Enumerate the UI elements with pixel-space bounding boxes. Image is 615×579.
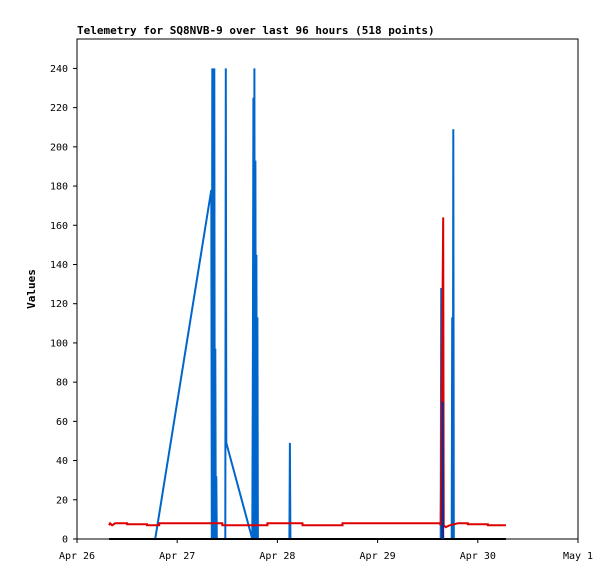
y-tick-label: 60: [56, 417, 68, 428]
x-tick-label: Apr 27: [159, 551, 195, 562]
y-axis: 0 20 40 60 80 100 120 140 160 180 200 220 240: [50, 64, 77, 546]
x-tick-label: Apr 26: [59, 551, 95, 562]
y-tick-label: 180: [50, 182, 68, 193]
x-tick-label: May 1: [563, 551, 593, 562]
chart-title: Telemetry for SQ8NVB-9 over last 96 hour…: [77, 24, 435, 37]
y-tick-label: 240: [50, 64, 68, 75]
y-tick-label: 20: [56, 495, 68, 506]
y-tick-label: 140: [50, 260, 68, 271]
x-axis: Apr 26 Apr 27 Apr 28 Apr 29 Apr 30 May 1: [59, 539, 593, 562]
series-line-0: [154, 68, 455, 540]
series-line-1: [108, 217, 506, 529]
y-tick-label: 0: [62, 535, 68, 546]
x-tick-label: Apr 29: [360, 551, 396, 562]
x-tick-label: Apr 28: [259, 551, 295, 562]
plot-frame: [76, 38, 579, 540]
y-tick-label: 100: [50, 338, 68, 349]
x-tick-label: Apr 30: [460, 551, 496, 562]
y-tick-label: 40: [56, 456, 68, 467]
y-tick-label: 220: [50, 103, 68, 114]
y-tick-label: 160: [50, 221, 68, 232]
y-tick-label: 200: [50, 142, 68, 153]
y-tick-label: 80: [56, 378, 68, 389]
series-line-3: [441, 401, 445, 540]
y-tick-label: 120: [50, 299, 68, 310]
y-axis-label: Values: [25, 269, 38, 309]
series-layer: [108, 68, 506, 540]
